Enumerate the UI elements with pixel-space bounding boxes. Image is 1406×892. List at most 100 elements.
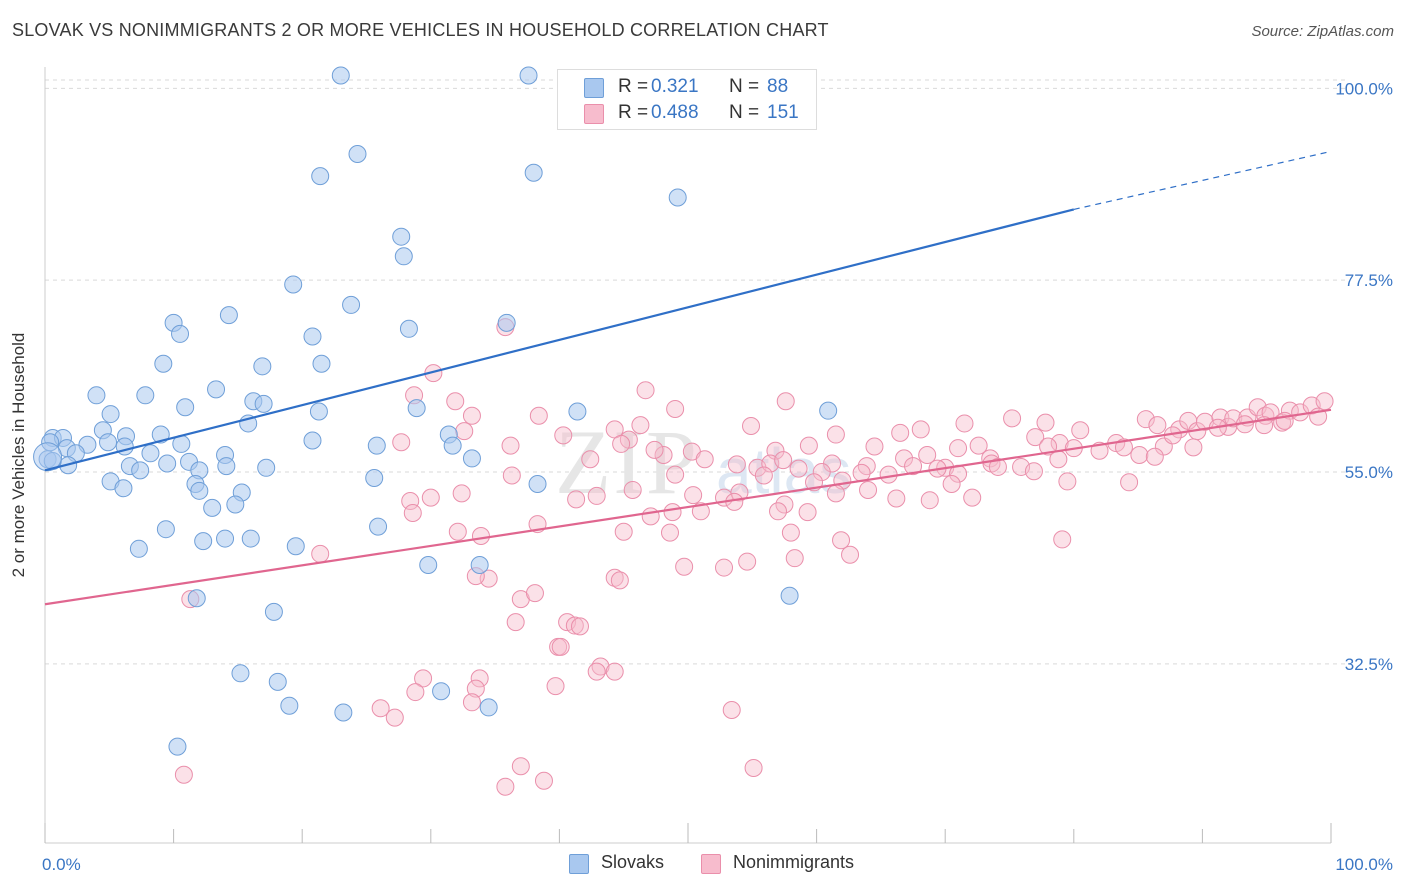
nonimmigrants-point — [865, 437, 884, 456]
nonimmigrants-point — [1036, 413, 1055, 432]
slovaks-point — [141, 444, 160, 463]
nonimmigrants-point — [988, 457, 1007, 476]
slovaks-point — [216, 529, 235, 548]
nonimmigrants-point — [654, 446, 673, 464]
slovaks-point — [284, 275, 303, 294]
slovaks-point — [524, 163, 543, 182]
nonimmigrants-point — [859, 480, 878, 499]
slovaks-point — [311, 167, 330, 186]
nonimmigrants-point — [826, 484, 845, 503]
nonimmigrants-point — [565, 616, 584, 635]
slovaks-point — [154, 354, 173, 373]
n-label: N = — [729, 76, 760, 97]
slovaks-point — [156, 520, 175, 539]
nonimmigrants-point — [392, 433, 411, 452]
nonimmigrants-point — [774, 451, 793, 470]
nonimmigrants-point — [826, 425, 845, 444]
slovaks-swatch — [584, 78, 604, 98]
slovaks-point — [528, 474, 547, 493]
nonimmigrants-point — [675, 557, 694, 576]
n-label: N = — [729, 102, 760, 123]
nonimmigrants-point — [401, 492, 420, 511]
nonimmigrants-point — [1058, 472, 1077, 491]
source-label: Source: ZipAtlas.com — [1251, 23, 1394, 40]
r-value: 0.321 — [651, 76, 699, 97]
slovaks-point — [462, 449, 481, 468]
nonimmigrants-point — [949, 439, 968, 458]
nonimmigrants-point — [1145, 447, 1164, 466]
nonimmigrants-point — [660, 523, 679, 542]
nonimmigrants-point — [769, 502, 788, 521]
nonimmigrants-point — [969, 436, 988, 455]
nonimmigrants-point — [406, 683, 425, 702]
chart-title: SLOVAK VS NONIMMIGRANTS 2 OR MORE VEHICL… — [12, 20, 829, 40]
nonimmigrants-point — [1136, 410, 1155, 429]
slovaks-point — [407, 399, 426, 418]
nonimmigrants-point — [546, 677, 565, 696]
nonimmigrants-point — [567, 490, 586, 509]
slovaks-point — [342, 295, 361, 314]
nonimmigrants-point — [631, 416, 650, 435]
nonimmigrants-point — [920, 491, 939, 510]
nonimmigrants-point — [1148, 416, 1167, 435]
nonimmigrants-point — [636, 381, 655, 400]
y-tick-label: 32.5% — [1345, 655, 1393, 674]
slovaks-point — [309, 402, 328, 421]
slovaks-point — [136, 386, 155, 405]
slovaks-point — [419, 556, 438, 575]
legend-label-nonimmigrants: Nonimmigrants — [733, 852, 855, 872]
nonimmigrants-point — [462, 693, 481, 712]
nonimmigrants-point — [727, 455, 746, 474]
nonimmigrants-point — [551, 637, 570, 656]
slovaks-point — [171, 324, 190, 343]
nonimmigrants-point — [798, 503, 817, 522]
nonimmigrants-point — [174, 765, 193, 784]
nonimmigrants-point — [775, 495, 794, 514]
nonimmigrants-point — [942, 474, 961, 493]
nonimmigrants-point — [462, 406, 481, 425]
y-tick-label: 100.0% — [1335, 79, 1393, 98]
slovaks-point — [226, 495, 245, 514]
slovaks-point — [176, 398, 195, 417]
slovaks-point — [331, 66, 350, 85]
nonimmigrants-point — [722, 700, 741, 719]
nonimmigrants-point — [963, 488, 982, 507]
slovaks-point — [519, 66, 538, 85]
slovaks-point — [668, 188, 687, 207]
nonimmigrants-point — [506, 613, 525, 632]
nonimmigrants-point — [799, 436, 818, 455]
slovaks-point — [219, 306, 238, 325]
nonimmigrants-point — [471, 527, 490, 546]
slovaks-point — [399, 319, 418, 338]
slovaks-point — [280, 696, 299, 715]
nonimmigrants-point — [730, 483, 749, 502]
nonimmigrants-point — [663, 503, 682, 522]
y-tick-label: 55.0% — [1345, 463, 1393, 482]
nonimmigrants-point — [691, 502, 710, 521]
nonimmigrants-point — [371, 699, 390, 718]
slovaks-point — [194, 532, 213, 551]
slovaks-trend-line — [44, 208, 1075, 472]
slovaks-point — [568, 402, 587, 421]
slovaks-point — [479, 698, 498, 717]
nonimmigrants-point — [744, 758, 763, 777]
nonimmigrants-point — [641, 507, 660, 526]
slovaks-point — [432, 682, 451, 701]
nonimmigrants-point — [887, 489, 906, 508]
slovaks-point — [203, 498, 222, 517]
nonimmigrants-point — [1315, 392, 1334, 411]
slovaks-point — [241, 529, 260, 548]
nonimmigrants-point — [614, 522, 633, 541]
nonimmigrants-point — [1184, 438, 1203, 457]
slovaks-point — [87, 386, 106, 405]
nonimmigrants-point — [501, 436, 520, 455]
r-value: 0.488 — [651, 102, 699, 123]
slovaks-point — [303, 431, 322, 450]
y-axis-label: 2 or more Vehicles in Household — [9, 332, 28, 578]
nonimmigrants-point — [695, 450, 714, 469]
nonimmigrants-point — [612, 434, 631, 453]
nonimmigrants-point — [610, 571, 629, 590]
slovaks-point — [190, 481, 209, 500]
nonimmigrants-point — [581, 450, 600, 469]
